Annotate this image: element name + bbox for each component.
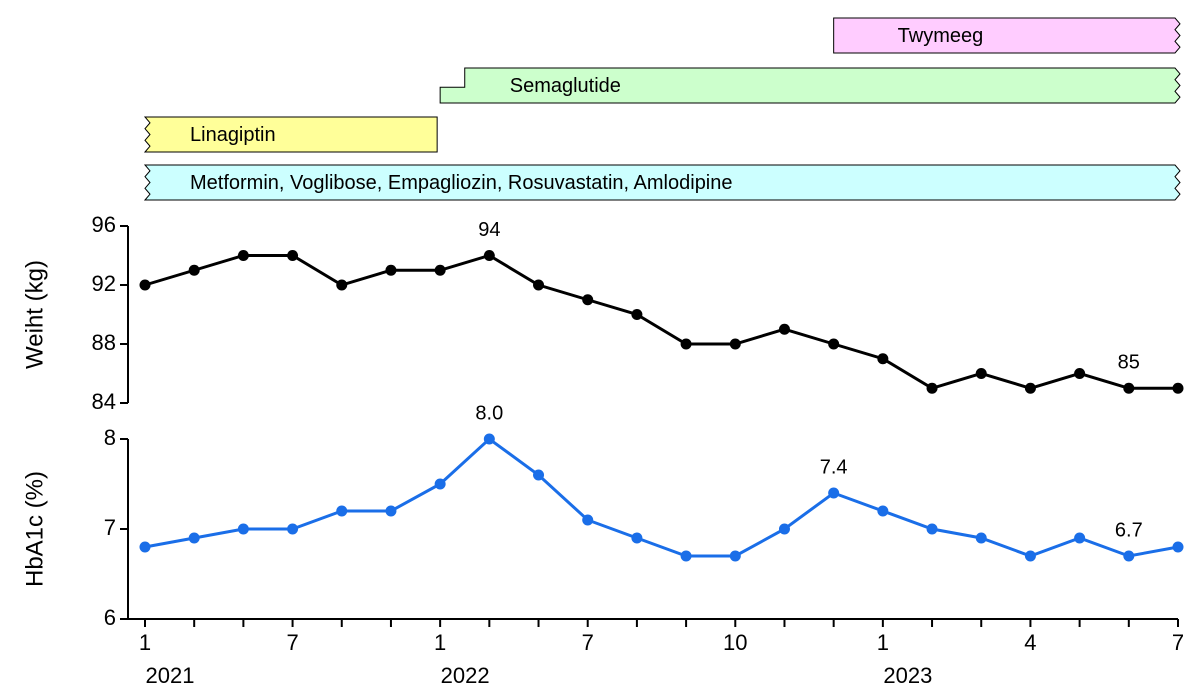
data-line: [144, 253, 1178, 390]
data-point: [778, 523, 790, 535]
data-point: [533, 279, 545, 291]
y-tick-label: 92: [92, 271, 116, 296]
data-point: [1074, 532, 1086, 544]
x-tick-label: 1: [877, 630, 889, 655]
data-point: [385, 264, 397, 276]
data-point: [926, 523, 938, 535]
data-point: [336, 505, 348, 517]
data-point: [1024, 550, 1036, 562]
y-axis-label: HbA1c (%): [21, 471, 48, 587]
medication-bar: [833, 17, 1181, 54]
data-label: 85: [1118, 352, 1140, 374]
data-point: [483, 250, 495, 261]
data-point: [1172, 382, 1184, 394]
x-tick-label: 7: [1172, 630, 1184, 655]
x-tick-label: 7: [582, 630, 594, 655]
y-tick-label: 8: [104, 425, 116, 450]
medication-label: Twymeeg: [898, 25, 984, 47]
x-year-label: 2022: [441, 663, 490, 688]
data-point: [287, 523, 299, 535]
x-tick-label: 1: [434, 630, 446, 655]
data-point: [926, 382, 938, 394]
y-tick-label: 7: [104, 515, 116, 540]
data-point: [1123, 550, 1135, 562]
data-label: 7.4: [820, 456, 848, 478]
data-point: [1123, 382, 1135, 394]
data-point: [434, 478, 446, 490]
data-point: [139, 541, 151, 553]
data-point: [729, 338, 741, 350]
data-point: [778, 323, 790, 335]
medication-label: Semaglutide: [510, 75, 621, 97]
medication-bar: [143, 164, 1181, 201]
x-year-label: 2021: [146, 663, 195, 688]
y-tick-label: 88: [92, 330, 116, 355]
data-point: [1024, 382, 1036, 394]
data-label: 8.0: [475, 402, 503, 424]
medication-label: Linagiptin: [190, 124, 276, 146]
medication-label: Metformin, Voglibose, Empagliozin, Rosuv…: [190, 172, 733, 194]
data-point: [533, 469, 545, 481]
medication-bar: [143, 116, 438, 153]
data-point: [877, 353, 889, 365]
data-point: [975, 368, 987, 379]
x-year-label: 2023: [883, 663, 932, 688]
data-point: [582, 514, 594, 526]
data-point: [1172, 541, 1184, 553]
data-point: [582, 294, 594, 306]
data-point: [729, 550, 741, 562]
data-line: [144, 437, 1179, 558]
data-point: [631, 532, 643, 544]
y-tick-label: 6: [104, 605, 116, 630]
data-point: [188, 264, 200, 276]
x-tick-label: 7: [286, 630, 298, 655]
data-point: [237, 523, 249, 535]
data-point: [139, 279, 151, 291]
data-label: 6.7: [1115, 519, 1143, 541]
data-point: [828, 338, 840, 350]
medication-bar: [439, 67, 1181, 104]
data-point: [975, 532, 987, 544]
data-point: [188, 532, 200, 544]
data-point: [877, 505, 889, 517]
data-point: [237, 250, 249, 261]
data-point: [1074, 368, 1086, 379]
y-tick-label: 84: [92, 389, 116, 414]
y-tick-label: 96: [92, 212, 116, 237]
data-label: 94: [478, 219, 500, 241]
x-tick-label: 4: [1024, 630, 1036, 655]
x-tick-label: 10: [723, 630, 747, 655]
y-axis-label: Weiht (kg): [21, 260, 48, 369]
data-point: [680, 550, 692, 562]
data-point: [631, 309, 643, 320]
data-point: [385, 505, 397, 517]
data-point: [680, 338, 692, 350]
data-point: [828, 487, 840, 499]
x-tick-label: 1: [139, 630, 151, 655]
data-point: [483, 433, 495, 445]
data-point: [434, 264, 446, 276]
data-point: [336, 279, 348, 291]
data-point: [287, 250, 299, 261]
